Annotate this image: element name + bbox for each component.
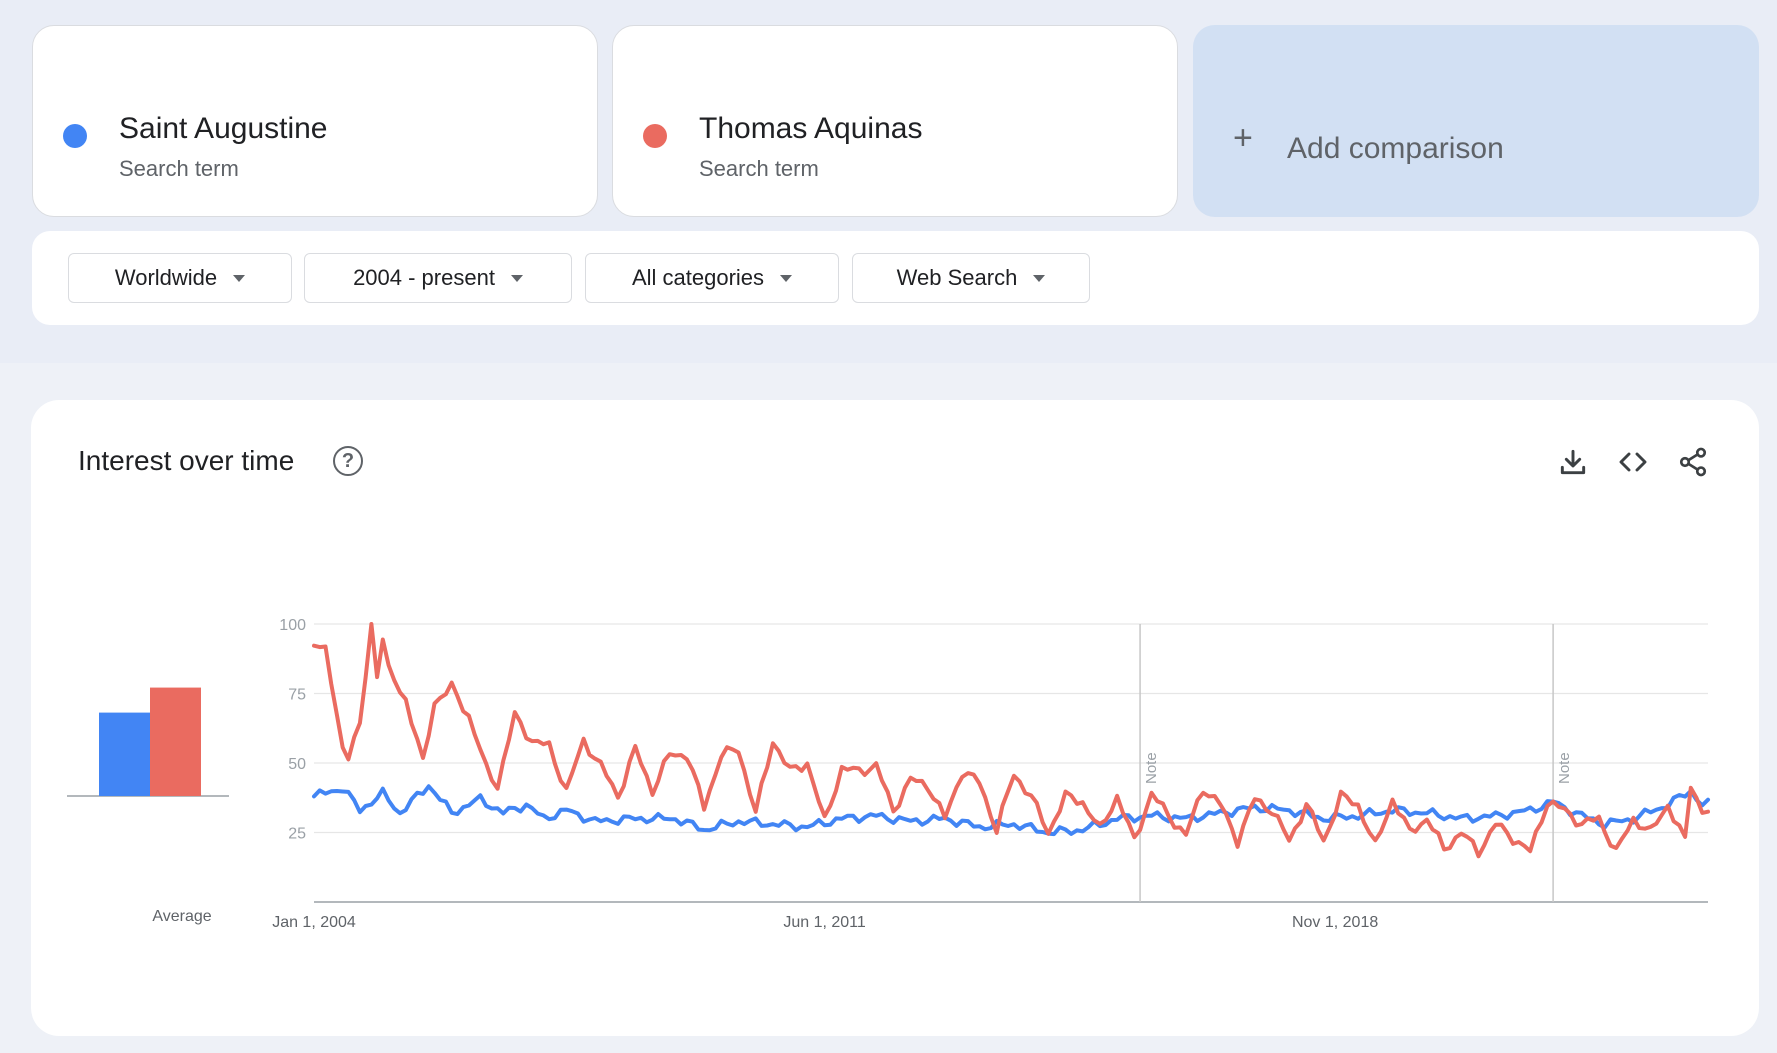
download-icon[interactable] bbox=[1557, 446, 1589, 478]
search-term-type: Search term bbox=[699, 156, 819, 181]
note-label: Note bbox=[1556, 752, 1573, 784]
average-label: Average bbox=[152, 908, 212, 925]
add-comparison-label: Add comparison bbox=[1287, 132, 1504, 165]
x-tick-label: Jun 1, 2011 bbox=[783, 914, 866, 931]
search-type-dropdown[interactable]: Web Search bbox=[852, 253, 1090, 303]
series-color-dot bbox=[643, 124, 667, 148]
series-line-saint-augustine bbox=[312, 784, 1710, 837]
dropdown-caret-icon bbox=[1033, 274, 1046, 282]
search-term-card-1[interactable]: Saint Augustine Search term bbox=[32, 25, 598, 217]
average-bar-thomas-aquinas bbox=[150, 687, 201, 796]
average-bar-chart bbox=[67, 687, 229, 797]
time-range-dropdown[interactable]: 2004 - present bbox=[304, 253, 572, 303]
chart-title: Interest over time bbox=[78, 445, 295, 476]
y-tick-label: 50 bbox=[288, 756, 306, 773]
region-filter-value: Worldwide bbox=[114, 265, 218, 290]
dropdown-caret-icon bbox=[780, 274, 793, 282]
note-label: Note bbox=[1143, 752, 1160, 784]
search-term-name[interactable]: Thomas Aquinas bbox=[699, 112, 923, 145]
search-term-name[interactable]: Saint Augustine bbox=[119, 112, 328, 145]
category-dropdown[interactable]: All categories bbox=[585, 253, 839, 303]
y-tick-label: 100 bbox=[279, 617, 306, 634]
share-icon[interactable] bbox=[1677, 446, 1709, 478]
time-range-value: 2004 - present bbox=[353, 265, 495, 290]
plus-icon: + bbox=[1233, 119, 1253, 157]
add-comparison-button[interactable]: + Add comparison bbox=[1193, 25, 1759, 217]
search-term-card-2[interactable]: Thomas Aquinas Search term bbox=[612, 25, 1178, 217]
dropdown-caret-icon bbox=[233, 274, 246, 282]
interest-over-time-panel: Interest over time ? Average 25 50 75 100 Ja… bbox=[31, 400, 1759, 1036]
series-line-thomas-aquinas bbox=[312, 622, 1710, 859]
embed-code-icon[interactable] bbox=[1617, 446, 1649, 478]
x-tick-label: Jan 1, 2004 bbox=[272, 914, 356, 931]
search-term-type: Search term bbox=[119, 156, 239, 181]
search-type-value: Web Search bbox=[896, 265, 1018, 290]
region-filter-dropdown[interactable]: Worldwide bbox=[68, 253, 292, 303]
y-tick-label: 75 bbox=[288, 687, 306, 704]
filter-bar: Worldwide 2004 - present All categories … bbox=[32, 231, 1759, 325]
series-color-dot bbox=[63, 124, 87, 148]
category-value: All categories bbox=[631, 265, 765, 290]
line-chart: 25 50 75 100 Jan 1, 2004 Jun 1, 2011 Nov 1, 20… bbox=[272, 617, 1710, 931]
x-tick-label: Nov 1, 2018 bbox=[1292, 914, 1378, 931]
dropdown-caret-icon bbox=[510, 274, 523, 282]
y-tick-label: 25 bbox=[288, 826, 306, 843]
average-bar-saint-augustine bbox=[99, 712, 150, 796]
help-icon[interactable]: ? bbox=[333, 446, 363, 476]
